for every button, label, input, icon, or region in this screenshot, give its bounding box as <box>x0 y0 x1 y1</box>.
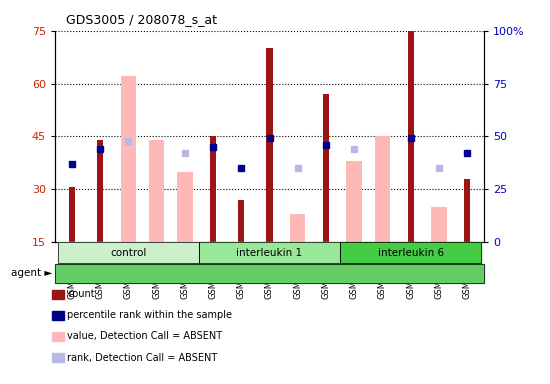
Bar <box>97 140 103 242</box>
Text: GDS3005 / 208078_s_at: GDS3005 / 208078_s_at <box>66 13 217 26</box>
Text: rank, Detection Call = ABSENT: rank, Detection Call = ABSENT <box>67 353 217 362</box>
Bar <box>238 200 244 242</box>
Text: control: control <box>110 248 146 258</box>
Text: count: count <box>67 289 95 299</box>
Text: value, Detection Call = ABSENT: value, Detection Call = ABSENT <box>67 331 222 341</box>
Bar <box>210 136 216 242</box>
Bar <box>375 136 390 242</box>
Text: agent ►: agent ► <box>11 268 52 278</box>
Bar <box>177 172 192 242</box>
Bar <box>346 161 362 242</box>
Bar <box>149 140 164 242</box>
Bar <box>323 94 329 242</box>
Text: interleukin 1: interleukin 1 <box>236 248 302 258</box>
Bar <box>464 179 470 242</box>
Bar <box>69 187 75 242</box>
Bar <box>290 214 305 242</box>
Text: percentile rank within the sample: percentile rank within the sample <box>67 310 232 320</box>
Bar <box>120 76 136 242</box>
Text: interleukin 6: interleukin 6 <box>377 248 444 258</box>
Bar <box>408 31 414 242</box>
Bar <box>266 48 273 242</box>
Bar <box>431 207 447 242</box>
